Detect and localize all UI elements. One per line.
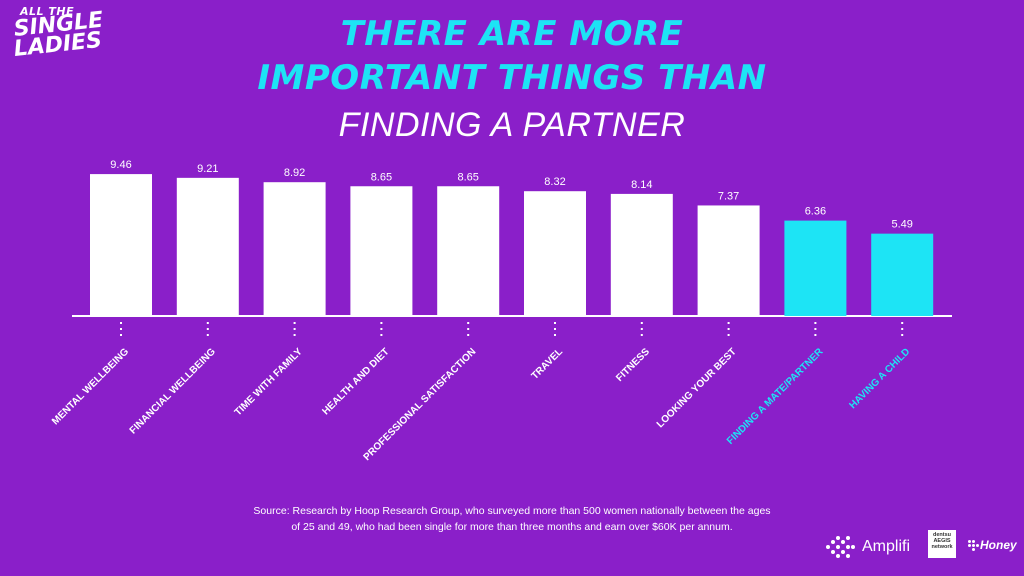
source-line-2: of 25 and 49, who had been single for mo… [291, 521, 733, 533]
value-label-1: 9.21 [197, 163, 218, 175]
bar-6 [610, 193, 673, 316]
category-label-7: LOOKING YOUR BEST [655, 346, 739, 430]
logo-line-1: ALL THE [20, 5, 75, 18]
title-line-3: FINDING A PARTNER [338, 106, 686, 144]
dentsu-line-2: AEGIS [933, 538, 951, 544]
category-label-6: FITNESS [614, 346, 652, 384]
value-label-0: 9.46 [110, 159, 131, 171]
category-label-8: FINDING A MATE/PARTNER [725, 346, 826, 447]
value-label-7: 7.37 [718, 190, 739, 202]
source-note: Source: Research by Hoop Research Group,… [200, 503, 824, 535]
bar-2 [263, 182, 326, 316]
amplifi-logo: Amplifi [826, 536, 910, 558]
bar-3 [350, 186, 413, 316]
value-label-3: 8.65 [371, 171, 392, 183]
honey-logo: Honey [968, 538, 1017, 552]
bar-7 [697, 205, 760, 316]
honey-dots-icon [968, 540, 979, 551]
bar-9 [871, 233, 934, 316]
category-label-5: TRAVEL [530, 346, 566, 382]
title-line-1: THERE ARE MORE [340, 14, 684, 54]
value-label-2: 8.92 [284, 167, 305, 179]
bar-8 [784, 220, 847, 316]
category-label-2: TIME WITH FAMILY [233, 346, 305, 418]
amplifi-name: Amplifi [862, 538, 911, 555]
category-label-9: HAVING A CHILD [847, 346, 912, 411]
title-line-2: IMPORTANT THINGS THAN [257, 58, 767, 98]
category-label-3: HEALTH AND DIET [320, 346, 391, 417]
value-label-4: 8.65 [457, 171, 478, 183]
value-label-9: 5.49 [891, 219, 912, 231]
bar-5 [524, 191, 586, 316]
value-label-6: 8.14 [631, 179, 652, 191]
bar-1 [176, 177, 239, 316]
dentsu-aegis-logo: dentsu AEGIS network [928, 530, 956, 558]
bar-4 [437, 186, 500, 316]
show-logo: ALL THE SINGLE LADIES [13, 5, 134, 62]
value-label-5: 8.32 [544, 176, 565, 188]
value-label-8: 6.36 [805, 206, 826, 218]
bar-chart: 9.46 MENTAL WELLBEING 9.21 FINANCIAL WELLBE… [50, 159, 952, 463]
amplifi-dots-icon [826, 536, 856, 558]
dentsu-line-1: dentsu [932, 532, 952, 538]
bar-0 [90, 174, 152, 316]
dentsu-line-3: network [931, 544, 953, 550]
category-label-1: FINANCIAL WELLBEING [128, 346, 218, 436]
source-line-1: Source: Research by Hoop Research Group,… [253, 505, 771, 517]
honey-name: Honey [980, 538, 1017, 552]
category-label-0: MENTAL WELLBEING [50, 346, 131, 427]
